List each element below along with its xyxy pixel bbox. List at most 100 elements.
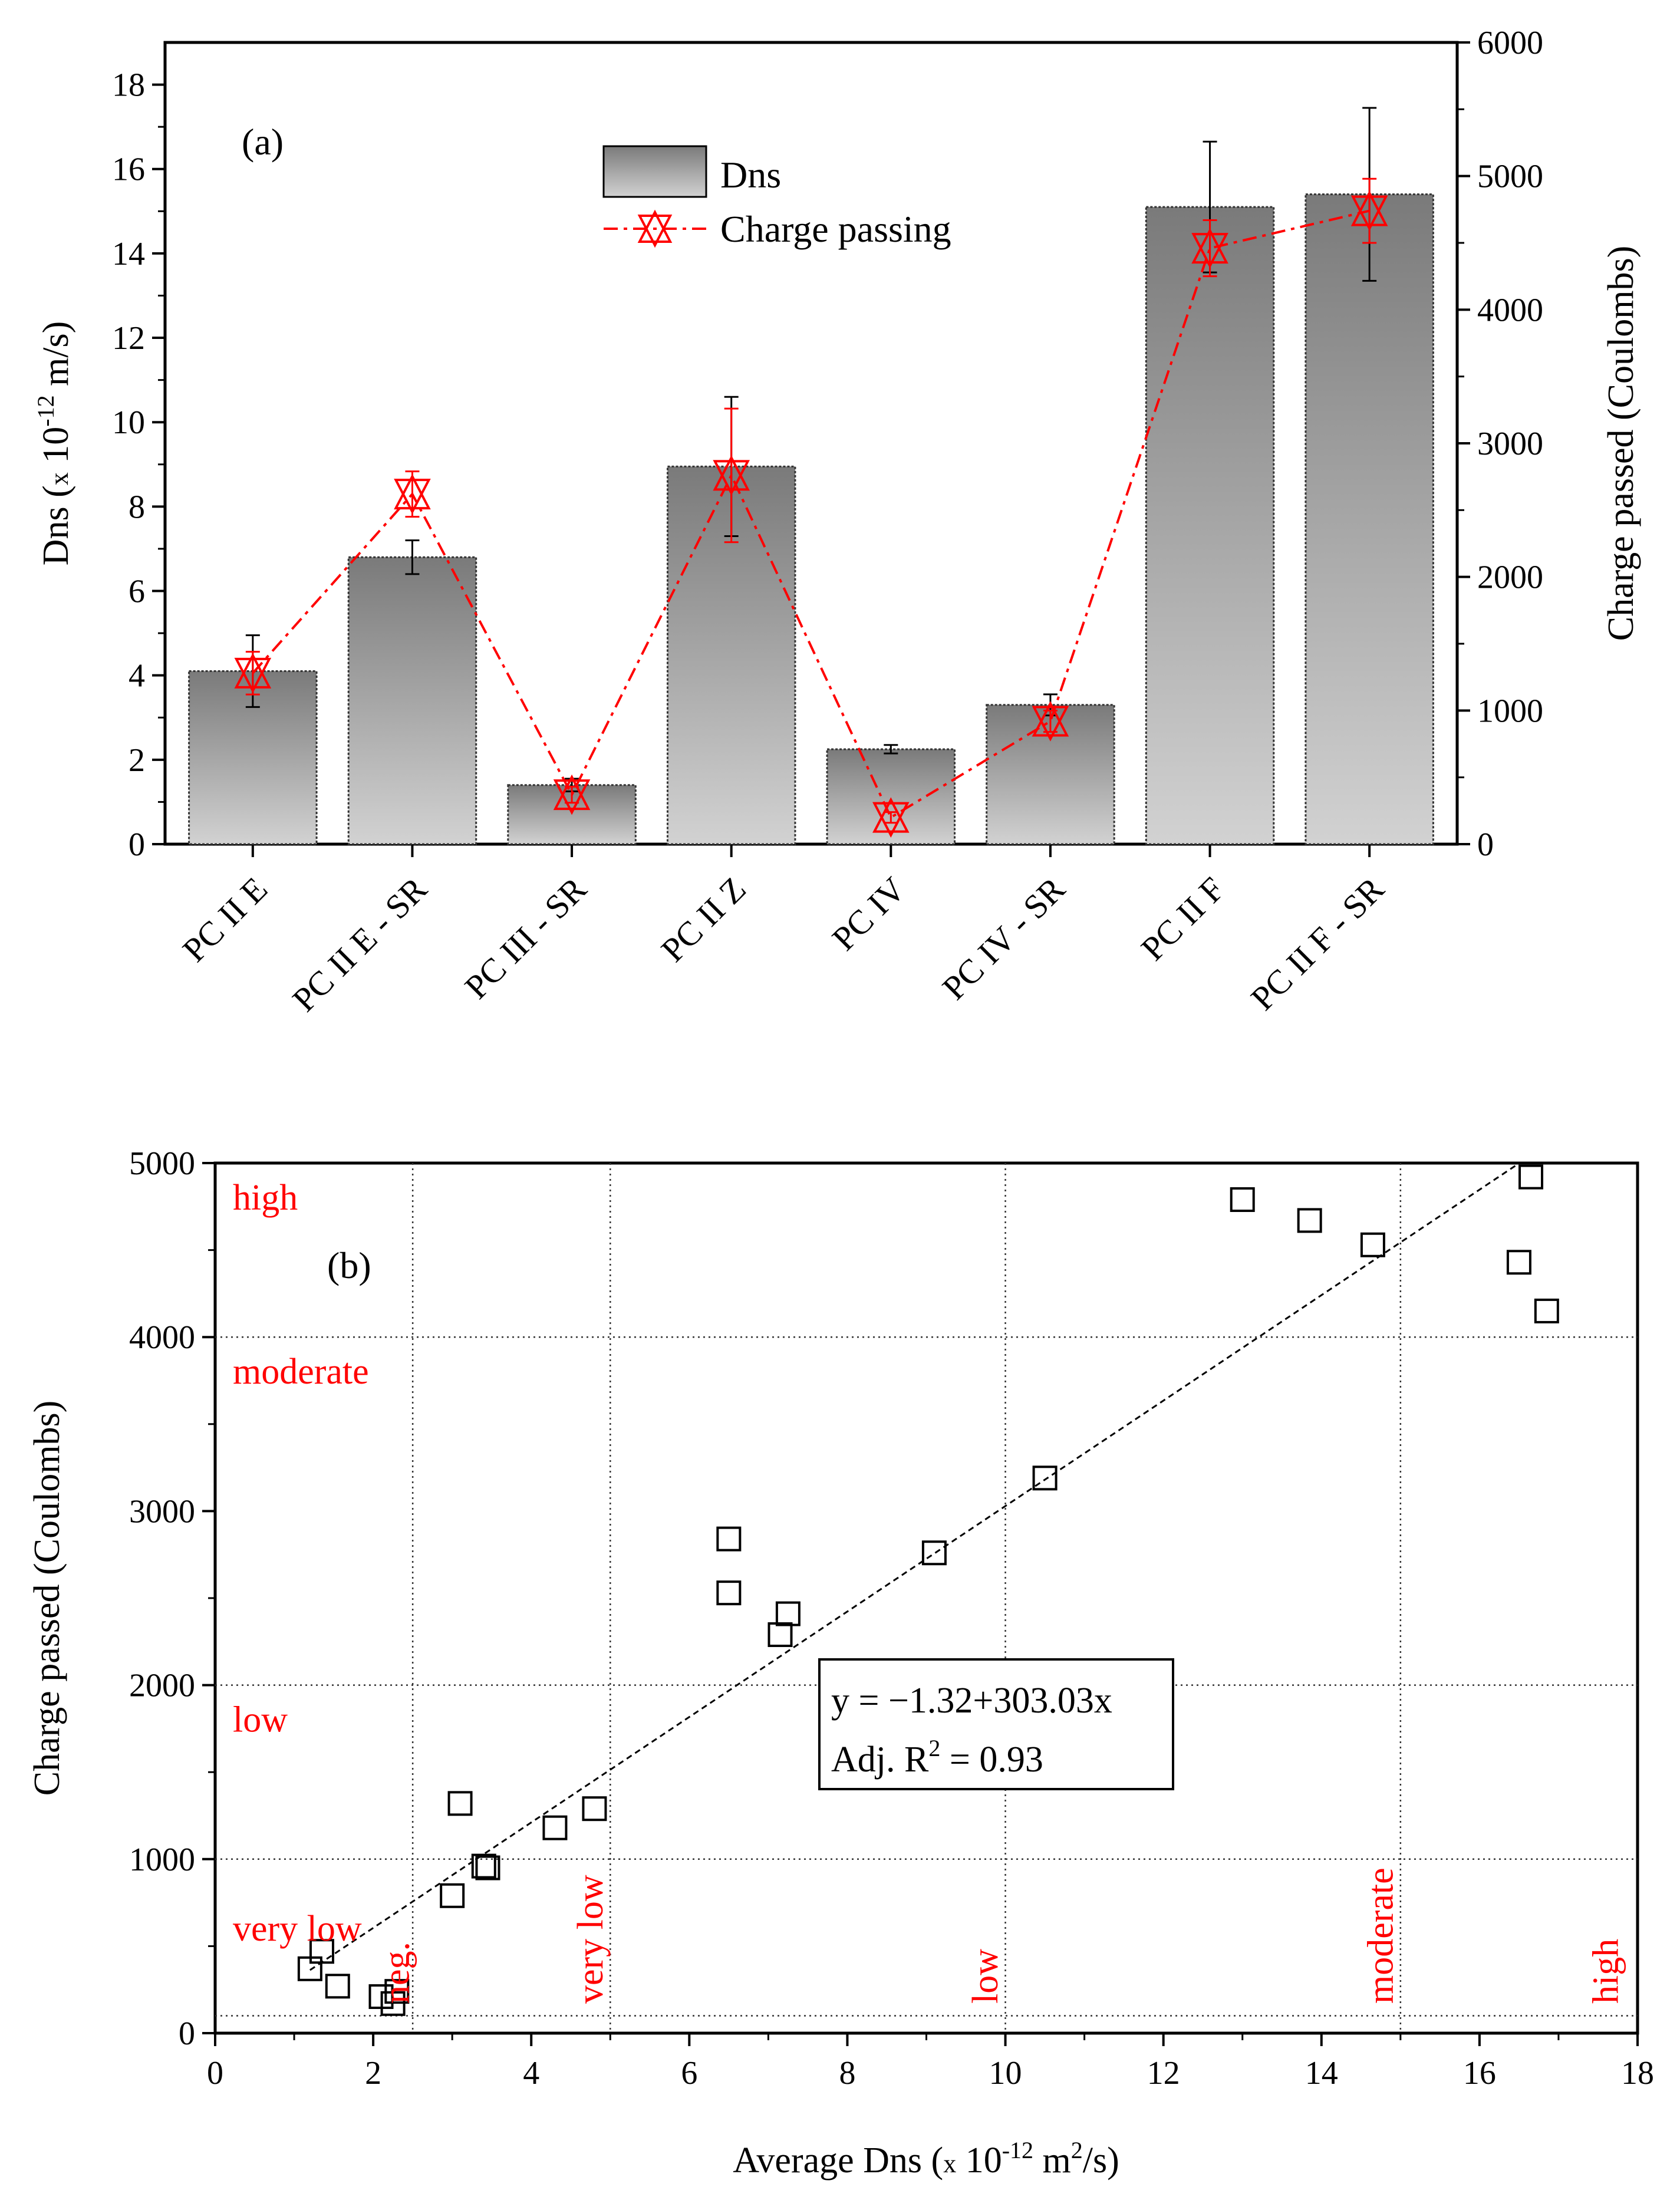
y-tick-label: 0 [179,2015,195,2052]
x-class-label: very low [571,1875,611,2004]
panel-b-plot-area [213,1161,1639,2035]
panel-a-label: (a) [242,121,284,163]
charge-point [872,797,910,838]
y-tick-label: 16 [112,151,145,188]
charge-marker-down [1191,233,1228,269]
data-point [1534,1298,1559,1323]
y2-tick-label: 6000 [1477,25,1543,61]
y2-tick-label: 2000 [1477,559,1543,596]
panel-a-y2-axis-title: Charge passed (Coulombs) [1601,246,1641,641]
panel-a-y-axis-title: Dns (x 10-12 m/s) [32,321,76,566]
data-point [1360,1232,1385,1257]
category-label: PC III - SR [457,869,594,1006]
x-tick-label: 2 [365,2055,381,2092]
category-label: PC II E [175,869,275,969]
legend-charge-marker [637,209,673,248]
y-tick-label: 2 [129,742,145,779]
category-label: PC II F - SR [1243,869,1391,1017]
charge-passing-line [252,209,1370,819]
x-tick-label: 8 [839,2055,855,2092]
charge-point [553,774,591,815]
x-tick-label: 0 [207,2055,223,2092]
dns-bar [826,748,956,845]
panel-b: 0 2 4 6 8 10 12 14 16 18 0 1000 2000 3000 4000 5000 hig… [27,1145,1654,2181]
x-tick-label: 6 [681,2055,697,2092]
fit-equation-box: y = −1.32+303.03x Adj. R2 = 0.93 [818,1658,1174,1790]
charge-marker-up [872,797,910,833]
x-tick-label: 18 [1621,2055,1654,2092]
y2-tick-label: 5000 [1477,159,1543,195]
y-class-label: low [233,1700,288,1740]
data-point [542,1815,568,1840]
panel-b-x-axis-title: Average Dns (x 10-12 m2/s) [733,2137,1119,2181]
legend-dns-swatch [602,145,707,198]
data-point [1518,1164,1544,1190]
y-class-label: very low [233,1909,362,1949]
data-point [384,1979,410,2004]
category-label: PC II Z [654,869,753,969]
y-tick-label: 4 [129,658,145,694]
data-point [767,1622,793,1647]
data-point [447,1791,473,1816]
charge-point [713,455,750,496]
data-point [1297,1208,1322,1233]
data-point [716,1580,742,1606]
y-tick-label: 4000 [129,1319,195,1356]
x-tick-label: 10 [989,2055,1022,2092]
data-point [1230,1187,1255,1212]
x-class-label: high [1586,1939,1626,2004]
charge-marker-down [1350,195,1388,231]
category-label: PC II E - SR [285,869,434,1019]
dns-bar [1305,193,1434,845]
y2-tick-label: 3000 [1477,426,1543,462]
charge-marker-down [234,657,272,694]
data-point [921,1540,947,1566]
charge-marker-up [1032,701,1069,737]
category-label: PC IV - SR [935,869,1072,1007]
data-point [440,1883,465,1908]
data-point [309,1939,334,1964]
charge-marker-up [553,774,591,811]
x-class-label: low [966,1949,1006,2004]
charge-marker-up [394,473,431,510]
y-class-label: moderate [233,1352,369,1392]
data-point [1032,1465,1058,1491]
fit-equation: y = −1.32+303.03x [831,1681,1112,1721]
y2-tick-label: 0 [1477,826,1494,863]
y-tick-label: 6 [129,574,145,610]
x-tick-label: 4 [523,2055,539,2092]
category-label: PC IV [825,869,913,958]
data-point [775,1601,801,1626]
y-tick-label: 1000 [129,1842,195,1878]
charge-point [1032,701,1069,742]
linear-fit-line [309,1162,1520,1971]
data-point [471,1853,496,1879]
charge-marker-up [713,455,750,491]
category-label: PC II F [1134,869,1232,968]
dns-bar [1145,206,1275,845]
x-tick-label: 12 [1147,2055,1180,2092]
charge-marker-down [713,460,750,496]
y2-tick-label: 1000 [1477,693,1543,729]
charge-marker-up [1191,228,1228,264]
legend-charge-label: Charge passing [720,208,951,250]
data-point [325,1974,350,1999]
legend: Dns Charge passing [602,145,951,250]
y-class-label: high [233,1178,298,1218]
data-point [716,1526,742,1552]
y-tick-label: 3000 [129,1493,195,1530]
charge-point [394,473,431,515]
legend-dns-label: Dns [720,154,781,196]
y2-tick-label: 4000 [1477,292,1543,328]
y-tick-label: 2000 [129,1668,195,1704]
charge-marker-down [872,802,910,838]
charge-marker-down [553,779,591,815]
data-point [582,1796,607,1822]
x-class-label: moderate [1361,1868,1401,2004]
y-tick-label: 0 [129,826,145,863]
charge-marker-up [1350,190,1388,226]
y-tick-label: 10 [112,404,145,441]
charge-point [1191,228,1228,269]
y-tick-label: 18 [112,67,145,104]
